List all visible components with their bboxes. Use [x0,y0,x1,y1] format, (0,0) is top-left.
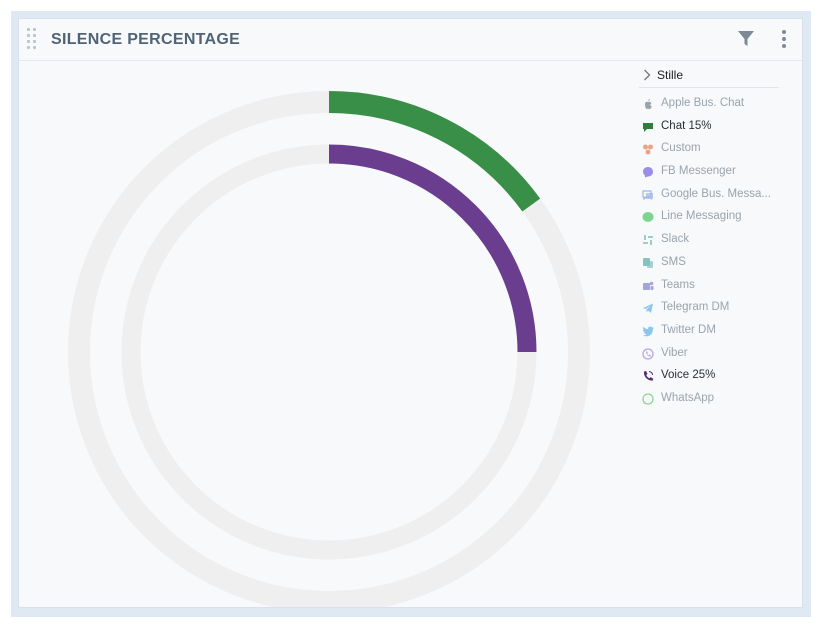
legend-item[interactable]: Slack [639,230,779,253]
google-business-icon [642,190,653,201]
widget-title: SILENCE PERCENTAGE [51,31,241,48]
phone-icon [643,371,654,381]
legend-item[interactable]: Viber [639,344,779,367]
legend-item-label: WhatsApp [661,391,715,404]
legend-item[interactable]: WhatsApp [639,389,779,412]
messenger-icon [643,167,653,178]
legend-item[interactable]: Google Bus. Messa... [639,185,779,208]
chart-area [19,61,629,613]
viber-icon [642,347,654,360]
legend-item[interactable]: SMS [639,253,779,276]
legend-item-label: Twitter DM [661,323,716,336]
chat-bubble-icon [643,122,653,132]
legend-list: Apple Bus. Chat Chat 15% Custom FB Messenge… [639,94,779,412]
legend-item-label: Telegram DM [661,301,730,314]
widget-header: SILENCE PERCENTAGE [19,19,802,61]
silence-percentage-widget: SILENCE PERCENTAGE Stille Apple Bus. Cha… [18,18,803,613]
legend-item-label: Line Messaging [661,210,742,223]
legend-item[interactable]: Twitter DM [639,321,779,344]
legend-item-label: Custom [661,142,701,155]
legend-item[interactable]: Teams [639,276,779,299]
series-arc-chat[interactable] [328,91,541,212]
legend-item-label: Slack [661,233,690,246]
legend-item-label: Teams [661,278,695,291]
legend-item-label: Apple Bus. Chat [661,97,745,109]
line-icon [642,212,654,223]
legend-item[interactable]: Apple Bus. Chat [639,94,779,117]
whatsapp-icon [642,393,654,405]
apple-icon [645,99,652,110]
custom-icon [643,144,653,155]
filter-icon[interactable] [736,29,756,49]
drag-handle-icon[interactable] [26,28,40,52]
legend-item[interactable]: Custom [639,139,779,162]
teams-icon [643,281,654,290]
legend-item[interactable]: Telegram DM [639,298,779,321]
legend-item[interactable]: FB Messenger [639,162,779,185]
legend-item[interactable]: Chat 15% [639,117,779,140]
legend-item-label: SMS [661,255,686,268]
more-vertical-icon[interactable] [776,28,792,50]
legend-item[interactable]: Line Messaging [639,207,779,230]
legend-item-label: Chat 15% [661,119,712,132]
chevron-right-icon [644,69,651,81]
slack-icon [643,235,653,246]
legend-item-label: FB Messenger [661,165,736,178]
sms-icon [643,257,653,268]
twitter-icon [642,326,654,337]
legend: Stille Apple Bus. Chat Chat 15% Custom FB M… [639,65,779,412]
legend-item-label: Google Bus. Messa... [661,187,771,200]
radial-chart [68,91,590,613]
legend-item-label: Viber [661,346,688,359]
legend-group-label: Stille [657,68,684,82]
legend-item[interactable]: Voice 25% [639,366,779,389]
legend-item-label: Voice 25% [661,369,716,382]
legend-group-header[interactable]: Stille [639,65,779,88]
series-arc-voice[interactable] [328,144,537,353]
telegram-icon [643,303,653,314]
